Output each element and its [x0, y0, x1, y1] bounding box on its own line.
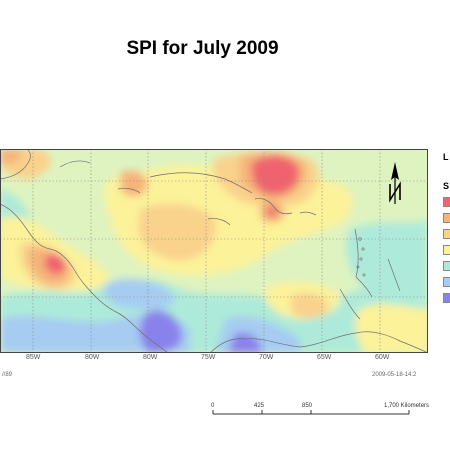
legend-swatch: [443, 293, 450, 303]
scale-label: 425: [254, 403, 265, 409]
legend-swatch: [443, 245, 450, 255]
longitude-label: 85W: [26, 354, 41, 361]
scale-label: 850: [302, 403, 313, 409]
longitude-label: 80W: [85, 354, 100, 361]
longitude-label: 75W: [201, 354, 216, 361]
spi-zone-red-west: [44, 254, 66, 275]
longitude-label: 60W: [375, 354, 390, 361]
spi-zone-red-east: [251, 155, 299, 195]
longitude-label: 80W: [143, 354, 158, 361]
footer-source-text: //89: [2, 372, 13, 378]
map-border: [0, 149, 428, 353]
spi-contours: [0, 149, 428, 353]
longitude-label: 70W: [259, 354, 274, 361]
legend-title-letter: L: [443, 152, 449, 162]
spi-zone-lightorange-center: [138, 203, 216, 261]
spi-zone-orange-top: [0, 149, 22, 164]
coastlines: [0, 149, 428, 353]
spi-zone-lightblue-mid: [103, 279, 175, 310]
scale-label: 0: [211, 403, 215, 409]
spi-map-canvas: [0, 149, 428, 353]
spi-zone-purple-center: [139, 310, 183, 353]
footer-timestamp: 2009-05-18-14:2: [372, 372, 417, 378]
spi-map: [0, 149, 428, 353]
legend-swatch: [443, 261, 450, 271]
legend-swatch: [443, 229, 450, 239]
spi-zone-cyan-east: [345, 221, 428, 301]
islands: [356, 237, 366, 277]
legend-subtitle-letter: S: [443, 181, 450, 191]
legend-swatch: [443, 197, 450, 207]
legend-swatch: [443, 277, 450, 287]
spi-zone-lightorange-south: [290, 293, 330, 318]
legend-swatch: [443, 213, 450, 223]
scale-bar: [212, 410, 410, 415]
spi-zone-orange-mid: [120, 170, 148, 197]
spi-zone-yellow-corner: [355, 304, 428, 353]
spi-zone-purple-south: [228, 332, 262, 353]
graticule: [0, 149, 428, 353]
map-title: SPI for July 2009: [126, 38, 279, 59]
north-arrow-icon: [389, 162, 401, 204]
scale-label: 1,700 Kilometers: [384, 403, 430, 409]
longitude-label: 65W: [317, 354, 332, 361]
